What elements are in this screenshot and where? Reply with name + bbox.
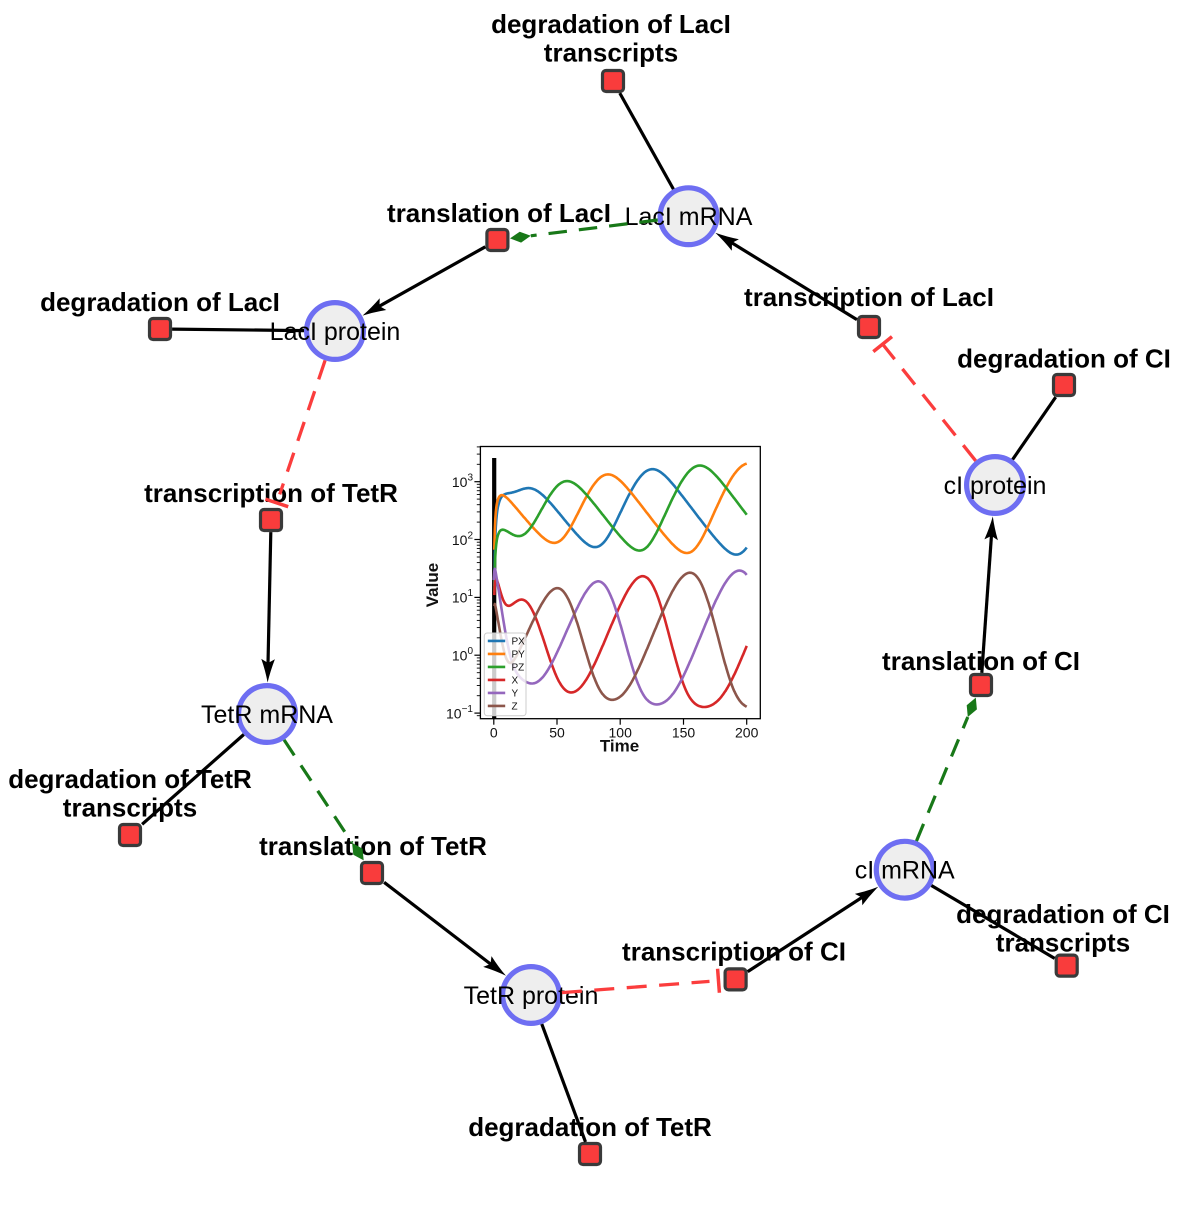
svg-text:0: 0 — [490, 725, 498, 741]
svg-text:Z: Z — [512, 702, 518, 713]
svg-text:TetR protein: TetR protein — [464, 982, 599, 1010]
svg-text:degradation of LacI: degradation of LacI — [40, 287, 280, 317]
svg-text:cI mRNA: cI mRNA — [855, 857, 955, 885]
svg-text:TetR mRNA: TetR mRNA — [201, 701, 333, 729]
svg-text:Y: Y — [512, 689, 519, 700]
svg-text:Value: Value — [423, 563, 442, 607]
svg-text:degradation of LacI: degradation of LacI — [491, 9, 731, 39]
svg-text:Time: Time — [600, 737, 639, 756]
svg-text:X: X — [512, 676, 519, 687]
svg-text:translation of LacI: translation of LacI — [387, 198, 611, 228]
svg-text:100: 100 — [609, 725, 633, 741]
svg-text:transcription of TetR: transcription of TetR — [144, 478, 398, 508]
svg-text:PY: PY — [512, 650, 526, 661]
svg-text:transcription of CI: transcription of CI — [622, 937, 846, 967]
svg-text:PZ: PZ — [512, 663, 525, 674]
svg-text:transcripts: transcripts — [544, 38, 678, 68]
svg-text:150: 150 — [672, 725, 696, 741]
svg-text:PX: PX — [512, 637, 526, 648]
svg-text:degradation of CI: degradation of CI — [957, 344, 1171, 374]
svg-text:translation of TetR: translation of TetR — [259, 831, 487, 861]
svg-text:cI protein: cI protein — [944, 472, 1047, 500]
svg-text:transcripts: transcripts — [63, 793, 197, 823]
svg-text:degradation of TetR: degradation of TetR — [8, 764, 252, 794]
svg-text:50: 50 — [549, 725, 565, 741]
svg-text:transcription of LacI: transcription of LacI — [744, 282, 994, 312]
svg-text:transcripts: transcripts — [996, 928, 1130, 958]
svg-text:LacI mRNA: LacI mRNA — [625, 203, 753, 231]
svg-text:200: 200 — [735, 725, 759, 741]
svg-text:degradation of CI: degradation of CI — [956, 899, 1170, 929]
svg-text:degradation of TetR: degradation of TetR — [468, 1112, 712, 1142]
